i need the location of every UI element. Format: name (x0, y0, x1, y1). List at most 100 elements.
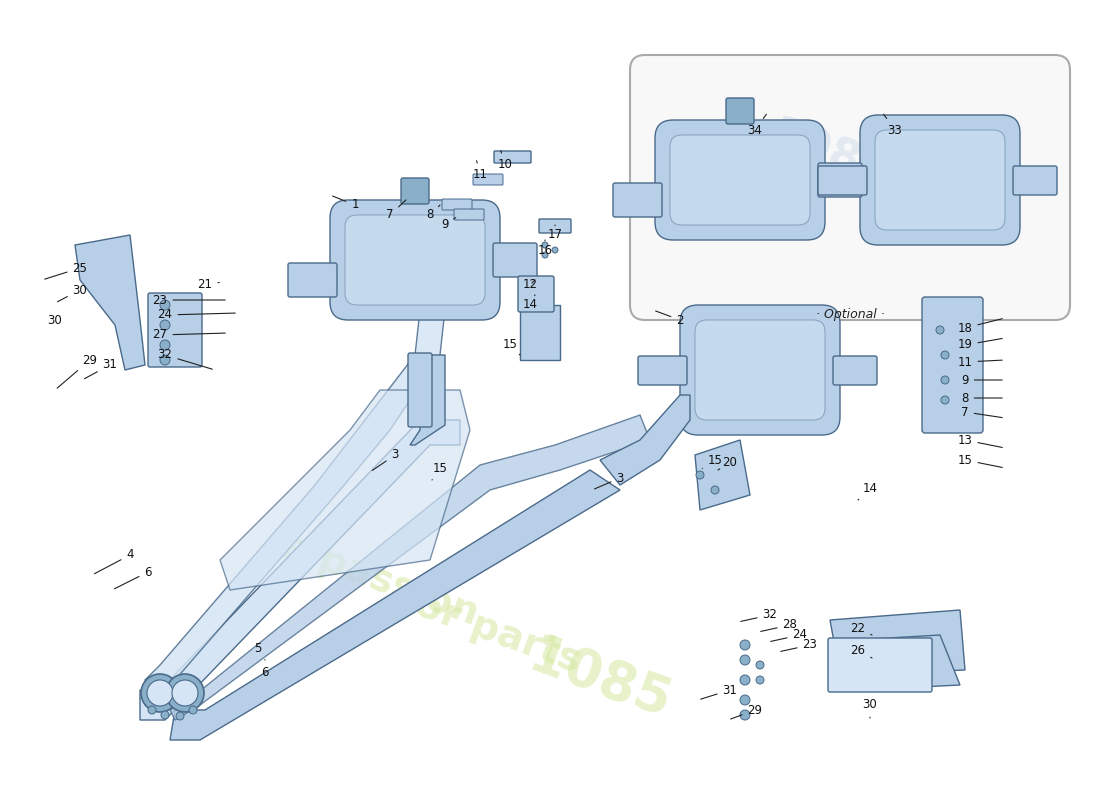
Circle shape (161, 711, 169, 719)
Text: 31: 31 (701, 683, 737, 699)
Text: 15: 15 (503, 338, 520, 355)
Text: 27: 27 (153, 329, 225, 342)
Text: 6: 6 (262, 666, 268, 679)
Text: 15: 15 (702, 454, 723, 469)
Text: 4: 4 (95, 549, 134, 574)
FancyBboxPatch shape (473, 174, 503, 185)
Text: a passion: a passion (276, 526, 484, 634)
Polygon shape (140, 420, 460, 720)
Ellipse shape (172, 680, 198, 706)
FancyBboxPatch shape (402, 178, 429, 204)
Text: 24: 24 (771, 629, 807, 642)
Circle shape (740, 695, 750, 705)
Ellipse shape (141, 674, 179, 712)
Text: 2: 2 (656, 311, 684, 326)
Text: 25: 25 (45, 262, 87, 279)
Text: 1085: 1085 (522, 630, 678, 730)
FancyBboxPatch shape (670, 135, 810, 225)
Text: 30: 30 (47, 314, 63, 326)
Text: 24: 24 (157, 309, 235, 322)
Polygon shape (520, 305, 560, 360)
FancyBboxPatch shape (454, 209, 484, 220)
Circle shape (940, 351, 949, 359)
Circle shape (756, 676, 764, 684)
Text: 29: 29 (57, 354, 98, 388)
Text: 14: 14 (522, 295, 538, 311)
Text: 21: 21 (198, 278, 219, 291)
FancyBboxPatch shape (1013, 166, 1057, 195)
Text: 30: 30 (862, 698, 878, 718)
Circle shape (542, 252, 548, 258)
Text: 9: 9 (961, 374, 1002, 386)
FancyBboxPatch shape (654, 120, 825, 240)
Circle shape (542, 242, 548, 248)
FancyBboxPatch shape (539, 219, 571, 233)
Circle shape (940, 376, 949, 384)
Text: 26: 26 (850, 643, 872, 658)
Circle shape (756, 661, 764, 669)
FancyBboxPatch shape (874, 130, 1005, 230)
Text: 15: 15 (432, 462, 448, 480)
FancyBboxPatch shape (442, 199, 472, 210)
Text: 22: 22 (850, 622, 872, 635)
FancyBboxPatch shape (330, 200, 500, 320)
Text: 11: 11 (957, 355, 1002, 369)
Circle shape (936, 326, 944, 334)
Text: 18: 18 (958, 318, 1002, 334)
Circle shape (740, 675, 750, 685)
FancyBboxPatch shape (828, 638, 932, 692)
Text: 1: 1 (332, 196, 359, 211)
Circle shape (148, 706, 156, 714)
Text: 13: 13 (958, 434, 1002, 447)
Circle shape (176, 712, 184, 720)
Text: 10: 10 (497, 150, 513, 171)
Text: 8: 8 (427, 205, 440, 222)
FancyBboxPatch shape (680, 305, 840, 435)
Circle shape (740, 710, 750, 720)
Circle shape (696, 471, 704, 479)
Text: 1085: 1085 (764, 114, 895, 196)
Text: 8: 8 (961, 391, 1002, 405)
FancyBboxPatch shape (613, 183, 662, 217)
FancyBboxPatch shape (818, 166, 867, 195)
Text: 34: 34 (748, 114, 767, 137)
Text: 15: 15 (958, 454, 1002, 467)
Polygon shape (830, 610, 965, 675)
Ellipse shape (166, 674, 204, 712)
Text: 23: 23 (781, 638, 817, 651)
Text: 20: 20 (718, 455, 737, 470)
Text: for parts: for parts (394, 579, 586, 681)
FancyBboxPatch shape (638, 356, 688, 385)
Text: 7: 7 (961, 406, 1002, 418)
Text: 17: 17 (548, 225, 562, 242)
Polygon shape (855, 635, 960, 690)
FancyBboxPatch shape (494, 151, 531, 163)
Text: 6: 6 (114, 566, 152, 589)
Circle shape (940, 396, 949, 404)
Ellipse shape (147, 680, 173, 706)
Text: 5: 5 (254, 642, 265, 660)
Text: 23: 23 (153, 294, 225, 306)
FancyBboxPatch shape (860, 115, 1020, 245)
FancyBboxPatch shape (288, 263, 337, 297)
Circle shape (160, 340, 170, 350)
FancyBboxPatch shape (408, 353, 432, 427)
Text: 3: 3 (372, 449, 398, 470)
FancyBboxPatch shape (345, 215, 485, 305)
Circle shape (711, 486, 719, 494)
FancyBboxPatch shape (833, 356, 877, 385)
FancyBboxPatch shape (695, 320, 825, 420)
Polygon shape (145, 310, 446, 695)
Text: 9: 9 (441, 218, 455, 231)
Text: 3: 3 (595, 471, 624, 489)
Text: 12: 12 (522, 278, 538, 291)
Polygon shape (600, 395, 690, 485)
Text: 30: 30 (57, 283, 87, 302)
FancyBboxPatch shape (726, 98, 754, 124)
Polygon shape (75, 235, 145, 370)
Circle shape (552, 247, 558, 253)
Text: 32: 32 (157, 349, 212, 370)
Circle shape (160, 355, 170, 365)
Text: 33: 33 (883, 114, 902, 137)
Polygon shape (170, 415, 650, 720)
